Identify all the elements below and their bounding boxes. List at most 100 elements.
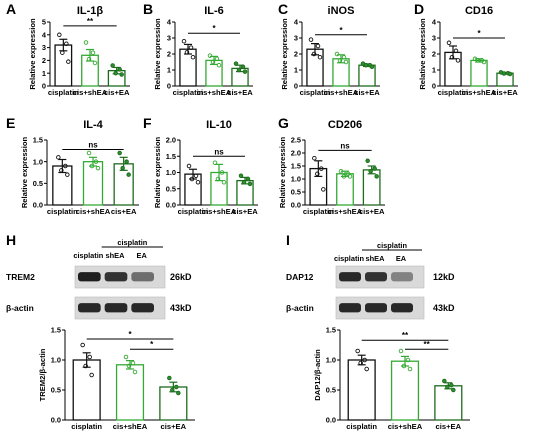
y-tick-label: 5: [42, 18, 46, 27]
data-point: [132, 369, 138, 375]
category-label: cis+EA: [227, 88, 253, 97]
y-tick-label: 0.5: [166, 184, 176, 193]
data-point: [186, 163, 192, 169]
data-point: [189, 176, 195, 182]
y-tick-label: 4: [42, 30, 47, 39]
panel-a: A IL-1β 0 1 2 3 4 5 Relative expression cisplatin…: [6, 1, 130, 97]
category-label: cis+shEA: [462, 88, 497, 97]
blot-band: [339, 272, 361, 282]
data-point: [445, 384, 450, 390]
data-point: [87, 354, 92, 360]
y-tick-label: 0.0: [326, 416, 336, 425]
blot-lane-label: EA: [396, 254, 407, 263]
bar: [115, 364, 145, 421]
y-tick-label: 2: [42, 56, 46, 65]
data-point: [89, 372, 94, 378]
category-label: cisplatin: [48, 88, 79, 97]
blot-band: [131, 303, 154, 313]
y-tick-label: 0.5: [51, 386, 61, 395]
category-label: cis+shEA: [202, 207, 237, 216]
data-point: [363, 62, 369, 68]
data-point: [181, 38, 187, 44]
data-point: [65, 172, 70, 177]
blot-lane-label: EA: [137, 251, 148, 260]
data-point: [334, 51, 340, 57]
panel-letter: A: [6, 1, 16, 17]
y-tick-label: 1.0: [33, 157, 43, 166]
data-point: [124, 159, 129, 164]
data-point: [451, 387, 456, 393]
category-label: cisplatin: [71, 422, 102, 431]
blot-lane-label: shEA: [106, 251, 126, 260]
data-point: [245, 176, 251, 182]
data-point: [233, 61, 239, 66]
data-point: [355, 348, 360, 354]
blot-protein-label: TREM2: [6, 272, 35, 282]
category-label: cis+EA: [161, 422, 187, 431]
blot-lane-label: cisplatin: [73, 251, 103, 260]
blot-band: [365, 272, 387, 282]
y-axis-label: DAP12/β-actin: [313, 349, 322, 401]
y-axis-label: Relative expression: [278, 136, 287, 208]
chart-title: IL-6: [204, 5, 224, 17]
blot-band: [131, 272, 154, 282]
category-label: cisplatin: [346, 422, 377, 431]
y-axis-label: TREM2/β-actin: [38, 348, 47, 401]
data-point: [63, 163, 68, 169]
data-point: [338, 168, 344, 174]
data-point: [241, 179, 247, 185]
y-tick-label: 1.0: [291, 175, 301, 184]
data-point: [130, 360, 136, 366]
data-point: [446, 40, 452, 46]
category-label: cisplatin: [438, 88, 469, 97]
y-tick-label: 4: [167, 18, 172, 27]
data-point: [221, 179, 227, 185]
data-point: [242, 69, 248, 74]
data-point: [405, 357, 411, 363]
y-tick-label: 2: [167, 50, 171, 59]
data-point: [190, 54, 196, 60]
y-axis-label: Relative expression: [20, 136, 29, 208]
significance-label: **: [87, 17, 94, 26]
significance-label: ns: [88, 141, 98, 150]
data-point: [341, 174, 347, 179]
data-point: [401, 363, 407, 369]
y-tick-label: 3: [42, 43, 46, 52]
data-point: [219, 170, 225, 175]
category-label: cisplatin: [173, 88, 204, 97]
data-point: [347, 174, 353, 179]
data-point: [215, 176, 221, 182]
category-label: cis+EA: [354, 88, 380, 97]
data-point: [321, 187, 326, 192]
chart-title: CD16: [465, 5, 493, 17]
data-point: [455, 58, 461, 63]
data-point: [240, 64, 246, 70]
panel-f: F IL-10 0.0 0.5 1.0 1.5 2.0 Relative expression…: [143, 115, 258, 216]
data-point: [95, 165, 101, 171]
data-point: [86, 150, 92, 156]
data-point: [341, 54, 347, 60]
y-axis-label: Relative expression: [28, 18, 37, 90]
data-point: [59, 168, 64, 173]
y-tick-label: 0.0: [166, 201, 176, 210]
data-point: [337, 58, 343, 63]
significance-label: ns: [214, 147, 224, 156]
blot-size-label: 43kD: [170, 303, 192, 313]
bar: [72, 359, 101, 421]
data-point: [507, 71, 513, 77]
bar: [179, 48, 197, 87]
y-tick-label: 1.0: [326, 356, 336, 365]
bar: [390, 360, 420, 421]
significance-label: *: [212, 24, 216, 33]
data-point: [126, 363, 132, 369]
data-point: [369, 64, 375, 70]
y-tick-label: 1: [432, 66, 436, 75]
blot-size-label: 12kD: [433, 272, 455, 282]
category-label: cis+shEA: [113, 422, 148, 431]
chart-title: IL-10: [206, 119, 232, 131]
blot-band: [78, 272, 101, 282]
data-point: [193, 173, 199, 178]
y-tick-label: 0.0: [33, 201, 43, 210]
category-label: cis+EA: [492, 88, 518, 97]
